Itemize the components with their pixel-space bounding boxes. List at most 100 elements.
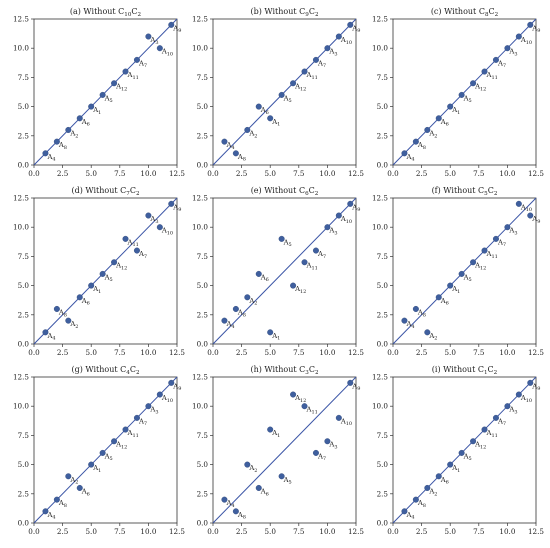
label-A1: A1 <box>451 285 460 295</box>
point-A3 <box>504 224 511 231</box>
point-A3 <box>145 33 152 40</box>
x-tick-label: 5.0 <box>85 169 97 178</box>
label-A2: A2 <box>428 487 437 497</box>
y-tick-label: 12.5 <box>192 194 208 203</box>
x-tick-label: 7.5 <box>473 169 485 178</box>
y-tick-label: 2.5 <box>18 310 30 319</box>
label-A5: A5 <box>104 273 113 283</box>
x-tick-label: 12.5 <box>528 348 544 357</box>
point-A4 <box>221 317 228 324</box>
x-tick-label: 7.5 <box>114 527 126 536</box>
x-tick-label: 10.0 <box>499 169 515 178</box>
label-A11: A11 <box>306 71 318 81</box>
y-tick-label: 0.0 <box>377 519 389 528</box>
label-A1: A1 <box>271 118 280 128</box>
point-A8 <box>53 305 60 312</box>
label-A10: A10 <box>161 394 173 404</box>
subplot-1: (b) Without C9C2 0.00.0 2.5 2.5 5.0 5.0 7.5 7.5… <box>192 7 364 178</box>
label-A11: A11 <box>127 71 139 81</box>
point-A8 <box>232 508 239 515</box>
point-A6 <box>76 294 83 301</box>
point-A11 <box>481 68 488 75</box>
point-A6 <box>255 270 262 277</box>
point-A3 <box>324 438 331 445</box>
y-tick-label: 10.0 <box>192 402 208 411</box>
point-A6 <box>76 484 83 491</box>
subplot-5: (f) Without C5C2 0.00.0 2.5 2.5 5.0 5.0 7.5 7.5… <box>372 186 544 357</box>
x-tick-label: 2.5 <box>57 527 69 536</box>
point-A11 <box>301 259 308 266</box>
point-A7 <box>492 56 499 63</box>
label-A11: A11 <box>127 238 139 248</box>
y-tick-label: 7.5 <box>197 431 209 440</box>
subplot-title: (c) Without C8C2 <box>431 7 499 18</box>
point-A8 <box>232 150 239 157</box>
y-tick-label: 10.0 <box>13 223 29 232</box>
y-tick-label: 2.5 <box>18 131 30 140</box>
point-A8 <box>412 496 419 503</box>
point-A1 <box>267 115 274 122</box>
point-A2 <box>424 329 431 336</box>
label-A4: A4 <box>225 499 234 509</box>
y-tick-label: 2.5 <box>197 489 209 498</box>
point-A10 <box>515 391 522 398</box>
label-A1: A1 <box>451 106 460 116</box>
label-A7: A7 <box>317 452 326 462</box>
point-A9 <box>527 212 534 219</box>
label-A6: A6 <box>440 118 449 128</box>
y-tick-label: 12.5 <box>372 194 388 203</box>
label-A12: A12 <box>294 285 306 295</box>
point-A10 <box>515 200 522 207</box>
point-A6 <box>435 473 442 480</box>
label-A9: A9 <box>351 203 360 213</box>
y-tick-label: 5.0 <box>197 460 209 469</box>
x-tick-label: 7.5 <box>293 169 305 178</box>
y-tick-label: 2.5 <box>377 131 389 140</box>
subplot-title: (f) Without C5C2 <box>432 186 498 197</box>
x-tick-label: 10.0 <box>319 348 335 357</box>
label-A10: A10 <box>520 394 532 404</box>
point-A5 <box>458 91 465 98</box>
point-A10 <box>156 391 163 398</box>
subplot-title: (h) Without C3C2 <box>250 365 318 376</box>
point-A2 <box>244 461 251 468</box>
y-tick-label: 10.0 <box>372 402 388 411</box>
y-tick-label: 12.5 <box>192 15 208 24</box>
y-tick-label: 0.0 <box>18 519 30 528</box>
x-tick-label: 7.5 <box>293 527 305 536</box>
y-tick-label: 10.0 <box>13 44 29 53</box>
x-tick-label: 10.0 <box>319 527 335 536</box>
label-A7: A7 <box>317 250 326 260</box>
label-A7: A7 <box>497 417 506 427</box>
point-A1 <box>267 426 274 433</box>
x-tick-label: 7.5 <box>293 348 305 357</box>
point-A5 <box>278 91 285 98</box>
label-A10: A10 <box>520 203 532 213</box>
label-A6: A6 <box>440 476 449 486</box>
point-A9 <box>347 21 354 28</box>
x-tick-label: 2.5 <box>57 169 69 178</box>
label-A11: A11 <box>486 71 498 81</box>
point-A2 <box>65 473 72 480</box>
label-A4: A4 <box>405 153 414 163</box>
point-A1 <box>447 461 454 468</box>
y-tick-label: 2.5 <box>377 489 389 498</box>
point-A4 <box>401 150 408 157</box>
y-tick-label: 0.0 <box>197 161 209 170</box>
point-A11 <box>122 235 129 242</box>
x-tick-label: 0.0 <box>28 527 40 536</box>
point-A8 <box>53 496 60 503</box>
subplot-title: (g) Without C4C2 <box>71 365 139 376</box>
label-A9: A9 <box>172 203 181 213</box>
x-tick-label: 5.0 <box>444 527 456 536</box>
y-tick-label: 2.5 <box>197 310 209 319</box>
label-A11: A11 <box>486 250 498 260</box>
x-tick-label: 0.0 <box>207 348 219 357</box>
plot-frame <box>392 197 537 345</box>
subplot-title: (a) Without C10C2 <box>70 7 142 18</box>
y-tick-label: 2.5 <box>197 131 209 140</box>
label-A8: A8 <box>58 141 67 151</box>
subplot-title: (e) Without C6C2 <box>251 186 319 197</box>
point-A1 <box>267 329 274 336</box>
label-A12: A12 <box>115 441 127 451</box>
